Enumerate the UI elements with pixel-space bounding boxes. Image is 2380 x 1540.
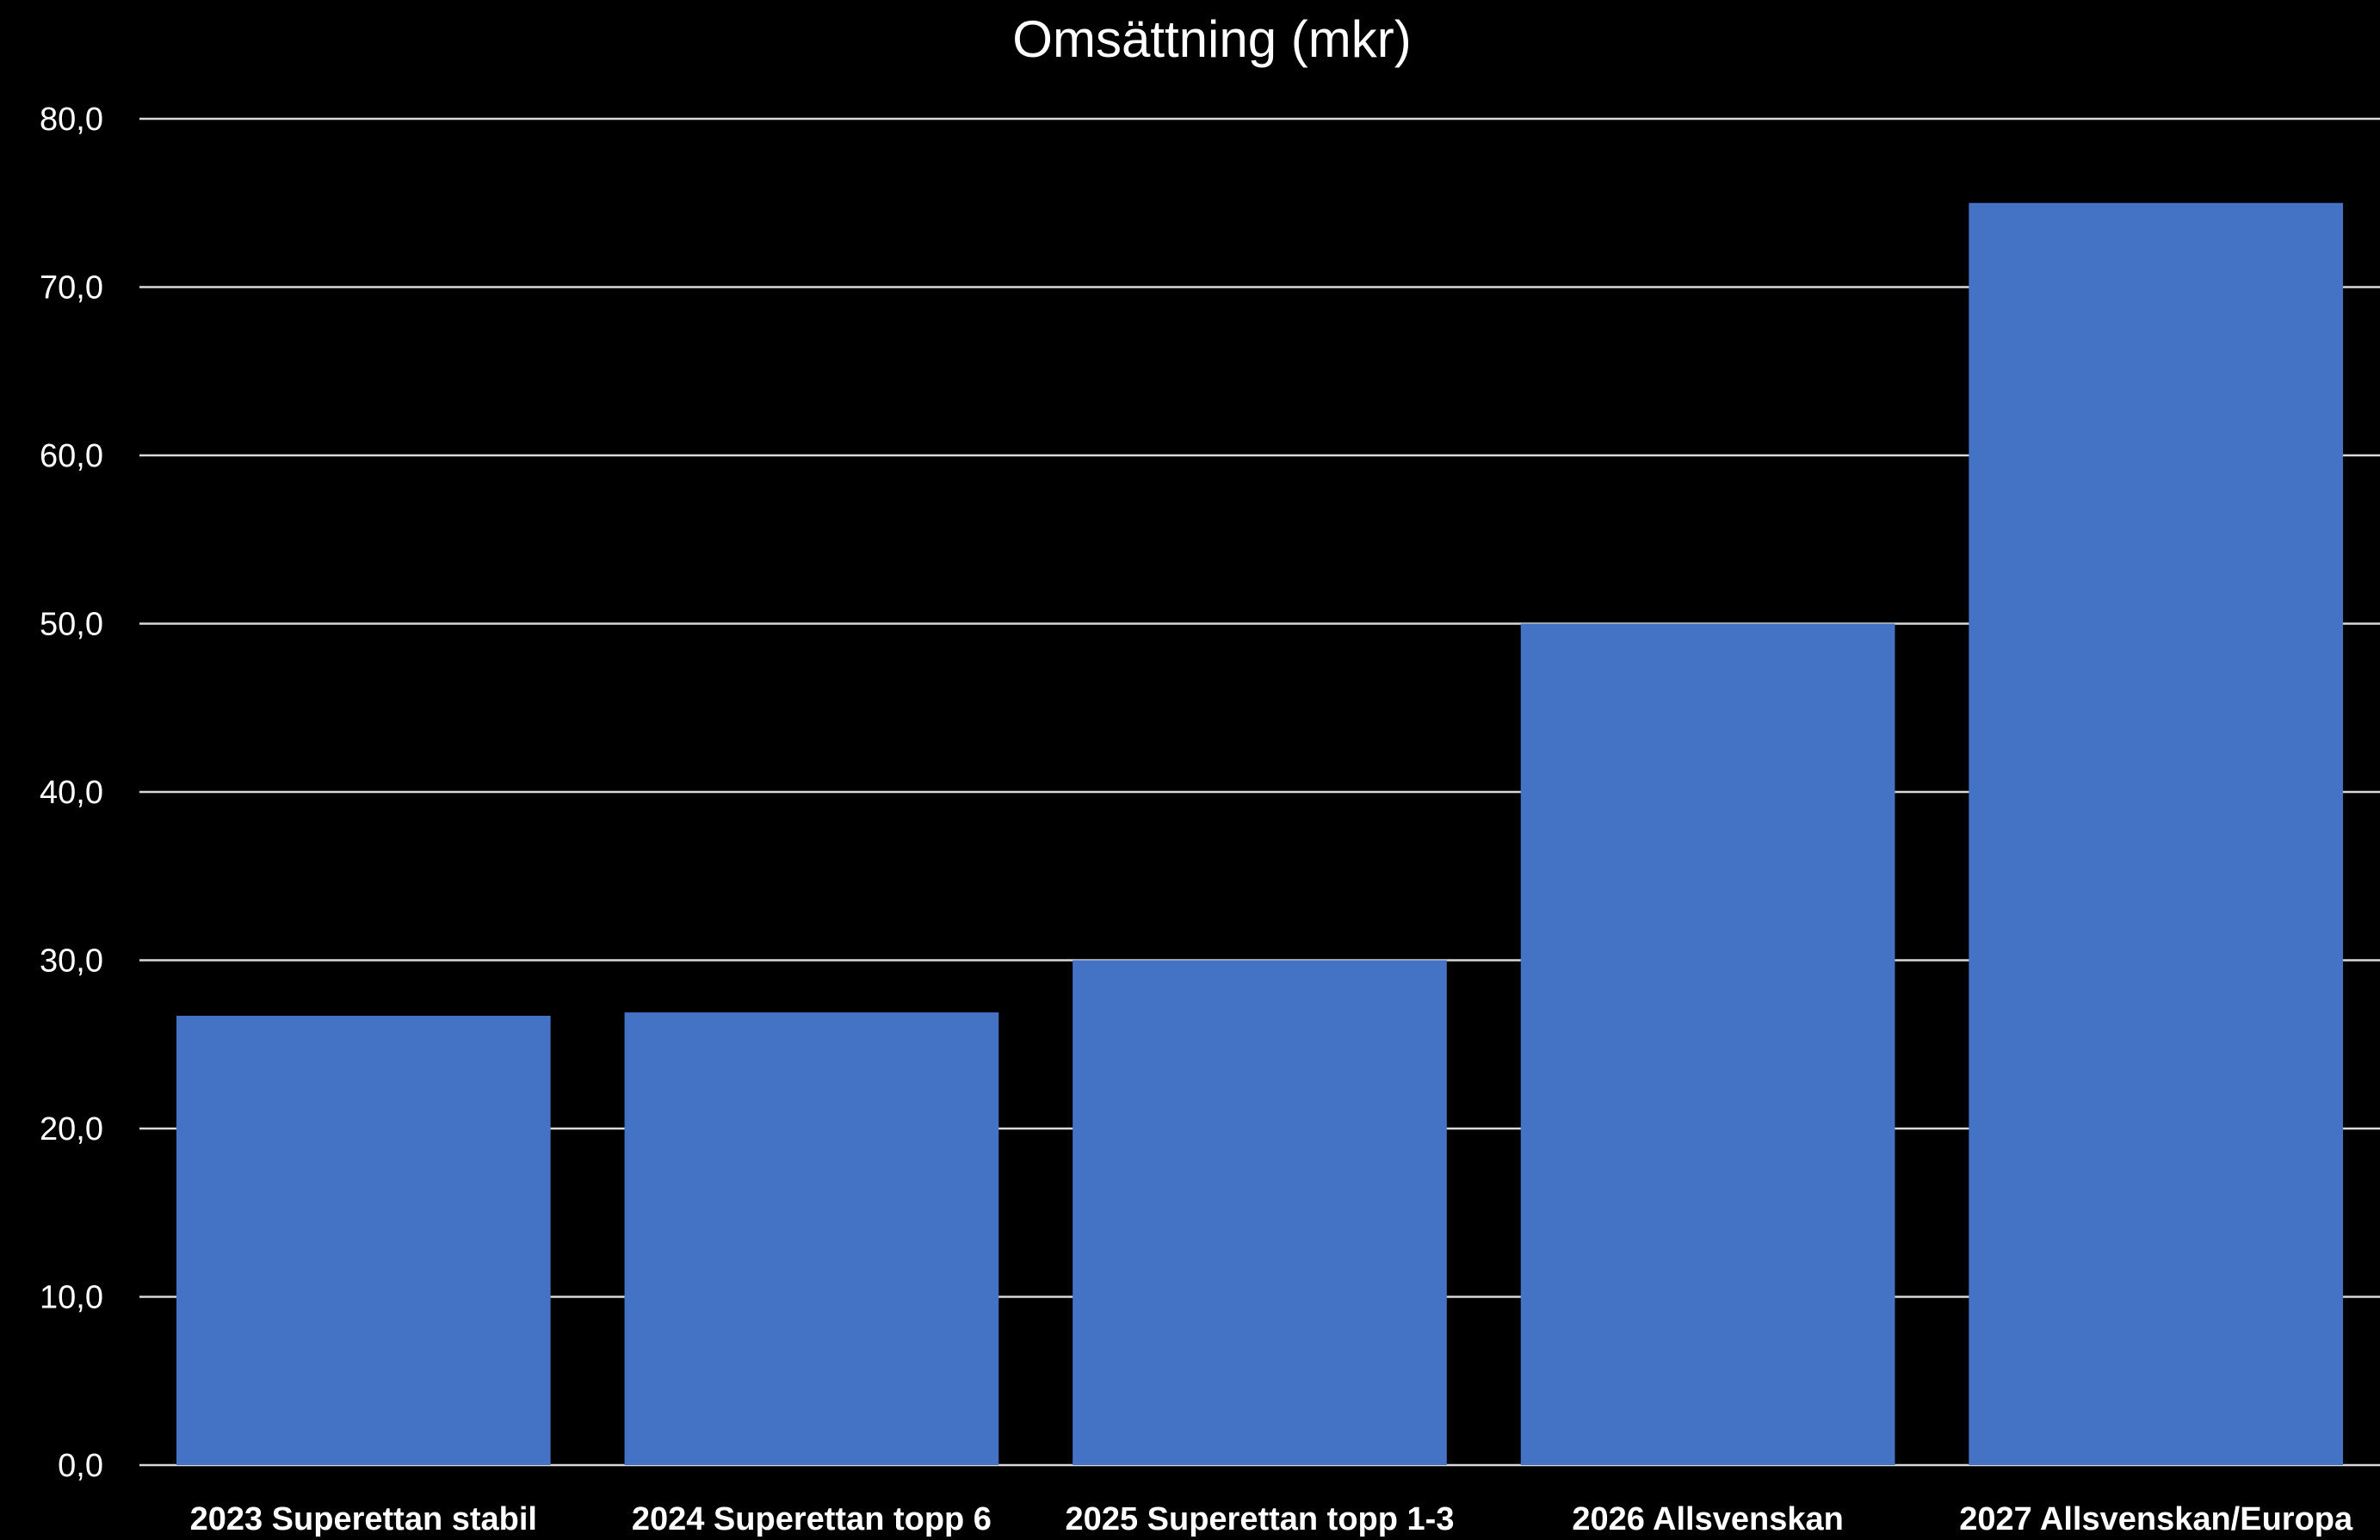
x-tick-label: 2024 Superettan topp 6 bbox=[632, 1501, 992, 1537]
y-tick-label: 60,0 bbox=[40, 438, 103, 474]
bars bbox=[176, 202, 2344, 1465]
chart-title: Omsättning (mkr) bbox=[1012, 10, 1411, 68]
x-tick-label: 2023 Superettan stabil bbox=[190, 1501, 537, 1537]
y-tick-label: 20,0 bbox=[40, 1111, 103, 1147]
y-tick-label: 10,0 bbox=[40, 1280, 103, 1316]
x-tick-label: 2025 Superettan topp 1-3 bbox=[1066, 1501, 1455, 1537]
bar bbox=[624, 1012, 999, 1465]
bar bbox=[1520, 623, 1895, 1465]
y-tick-label: 30,0 bbox=[40, 943, 103, 980]
y-tick-label: 80,0 bbox=[40, 102, 103, 138]
x-axis-tick-labels: 2023 Superettan stabil 2024 Superettan to… bbox=[190, 1501, 2353, 1537]
y-tick-label: 70,0 bbox=[40, 270, 103, 306]
bar bbox=[1073, 960, 1447, 1465]
y-tick-label: 50,0 bbox=[40, 607, 103, 643]
bar bbox=[176, 1016, 551, 1465]
y-tick-label: 40,0 bbox=[40, 775, 103, 811]
x-tick-label: 2026 Allsvenskan bbox=[1572, 1501, 1843, 1537]
y-axis-tick-labels: 0,0 10,0 20,0 30,0 40,0 50,0 60,0 70,0 80,0 bbox=[40, 102, 103, 1484]
y-tick-label: 0,0 bbox=[58, 1448, 103, 1484]
bar bbox=[1969, 202, 2344, 1465]
x-tick-label: 2027 Allsvenskan/Europa bbox=[1959, 1501, 2353, 1537]
